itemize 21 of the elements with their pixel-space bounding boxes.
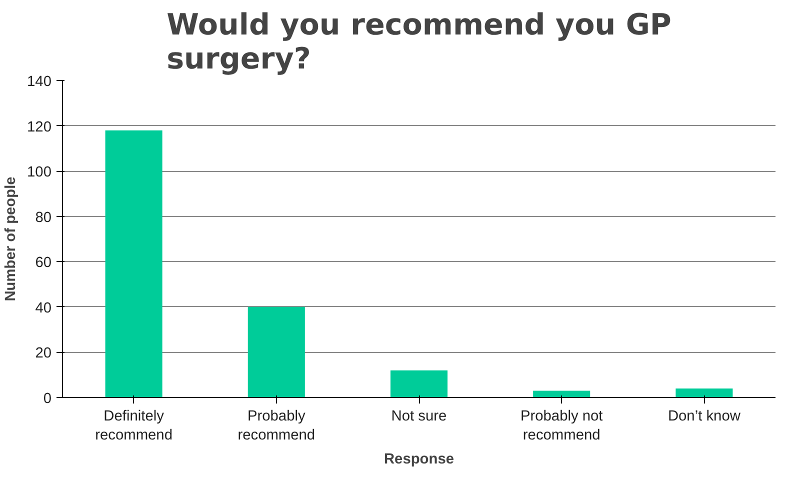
y-tick-label: 0 [43, 391, 52, 407]
y-axis-title: Number of people [3, 176, 20, 302]
bar [676, 388, 733, 398]
y-tick-label: 20 [35, 346, 52, 362]
y-tick-label: 60 [35, 255, 52, 272]
bar [390, 370, 448, 398]
bar [105, 130, 162, 398]
x-tick-label: Definitely recommend [95, 408, 172, 444]
bar [533, 390, 590, 398]
x-tick-label: Probably not recommend [520, 408, 603, 444]
y-tick-label: 40 [35, 300, 52, 316]
y-tick-label: 140 [27, 74, 52, 90]
y-tick-label: 80 [35, 210, 52, 226]
x-tick-label: Not sure [391, 408, 447, 424]
x-tick-label: Probably recommend [238, 408, 316, 444]
y-tick-label: 100 [27, 164, 52, 181]
bar [248, 306, 305, 398]
y-tick-label: 120 [27, 119, 52, 136]
x-tick-label: Don’t know [668, 408, 741, 424]
chart-title: Would you recommend you GP surgery? [166, 8, 672, 76]
x-axis-title: Response [384, 452, 454, 468]
